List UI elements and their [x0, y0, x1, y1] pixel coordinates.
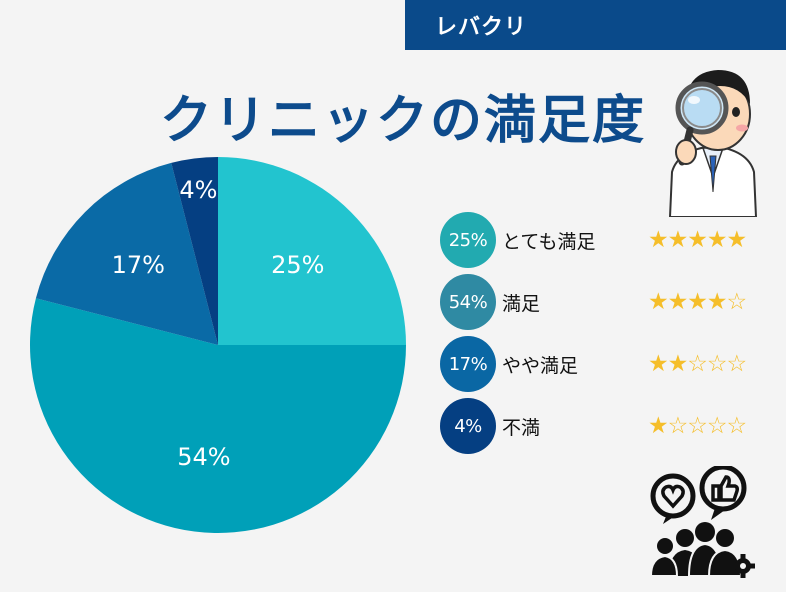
doctor-magnifier-icon: [668, 70, 758, 217]
pie-label-satisfied: 54%: [177, 443, 230, 471]
legend-label: やや満足: [502, 354, 579, 377]
pie-slice-satisfied: [30, 298, 406, 533]
legend-item-dissatisfied: 4% 不満 ★☆☆☆☆: [440, 398, 747, 454]
pie-slice-very-satisfied: [218, 157, 406, 345]
pie-label-somewhat-satisfied: 17%: [112, 251, 165, 279]
legend-item-somewhat-satisfied: 17% やや満足 ★★☆☆☆: [440, 336, 747, 392]
legend-item-satisfied: 54% 満足 ★★★★☆: [440, 274, 747, 330]
legend-percent-badge: 17%: [440, 336, 496, 392]
legend-label: とても満足: [502, 230, 596, 253]
community-feedback-icon: [649, 466, 755, 578]
star-rating: ★★☆☆☆: [648, 351, 747, 377]
pie-label-dissatisfied: 4%: [179, 176, 217, 204]
pie-label-very-satisfied: 25%: [271, 251, 324, 279]
star-rating: ★★★★☆: [648, 289, 747, 315]
pie-slice-somewhat-satisfied: [35, 162, 218, 345]
legend-percent-badge: 25%: [440, 212, 496, 268]
star-rating: ★☆☆☆☆: [648, 413, 747, 439]
pie-slice-dissatisfied: [171, 157, 218, 345]
legend-label: 満足: [502, 292, 541, 315]
page-title: クリニックの満足度: [160, 91, 647, 151]
legend-item-very-satisfied: 25% とても満足 ★★★★★: [440, 212, 747, 268]
legend-percent-badge: 54%: [440, 274, 496, 330]
legend-label: 不満: [502, 416, 541, 439]
legend-percent-badge: 4%: [440, 398, 496, 454]
pie-chart: 25% 54% 17% 4%: [30, 157, 406, 533]
brand-label: レバクリ: [435, 15, 528, 40]
brand-banner: レバクリ: [405, 0, 786, 50]
star-rating: ★★★★★: [648, 227, 747, 253]
